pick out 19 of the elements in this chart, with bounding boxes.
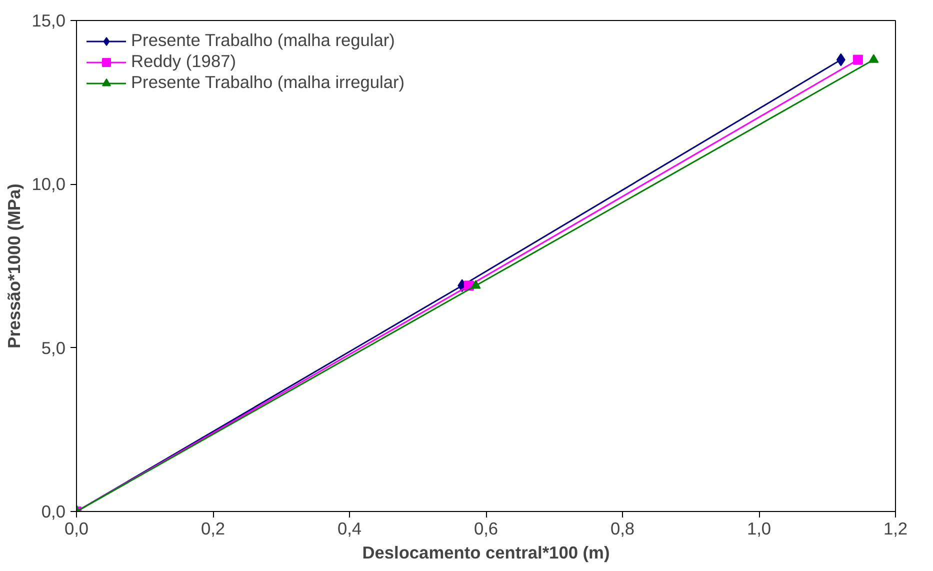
y-tick-label: 15,0 xyxy=(32,10,66,30)
legend-label: Reddy (1987) xyxy=(131,51,236,72)
x-tick-label: 0,4 xyxy=(337,518,362,538)
y-axis-title: Pressão*1000 (MPa) xyxy=(4,184,24,348)
x-tick-label: 0,6 xyxy=(474,518,498,538)
legend-label: Presente Trabalho (malha irregular) xyxy=(131,72,405,93)
y-tick-label: 5,0 xyxy=(41,338,66,358)
legend-label: Presente Trabalho (malha regular) xyxy=(131,30,395,51)
point xyxy=(868,54,879,63)
x-tick-label: 0,8 xyxy=(610,518,635,538)
x-tick-label: 1,2 xyxy=(883,518,908,538)
x-tick-label: 1,0 xyxy=(746,518,772,538)
x-tick-label: 0,0 xyxy=(64,518,89,538)
y-tick-label: 10,0 xyxy=(32,174,66,194)
x-axis-title: Deslocamento central*100 (m) xyxy=(362,542,610,562)
point xyxy=(470,280,481,289)
point xyxy=(852,54,863,65)
x-tick-label: 0,2 xyxy=(200,518,226,538)
y-tick-label: 0,0 xyxy=(41,502,66,522)
